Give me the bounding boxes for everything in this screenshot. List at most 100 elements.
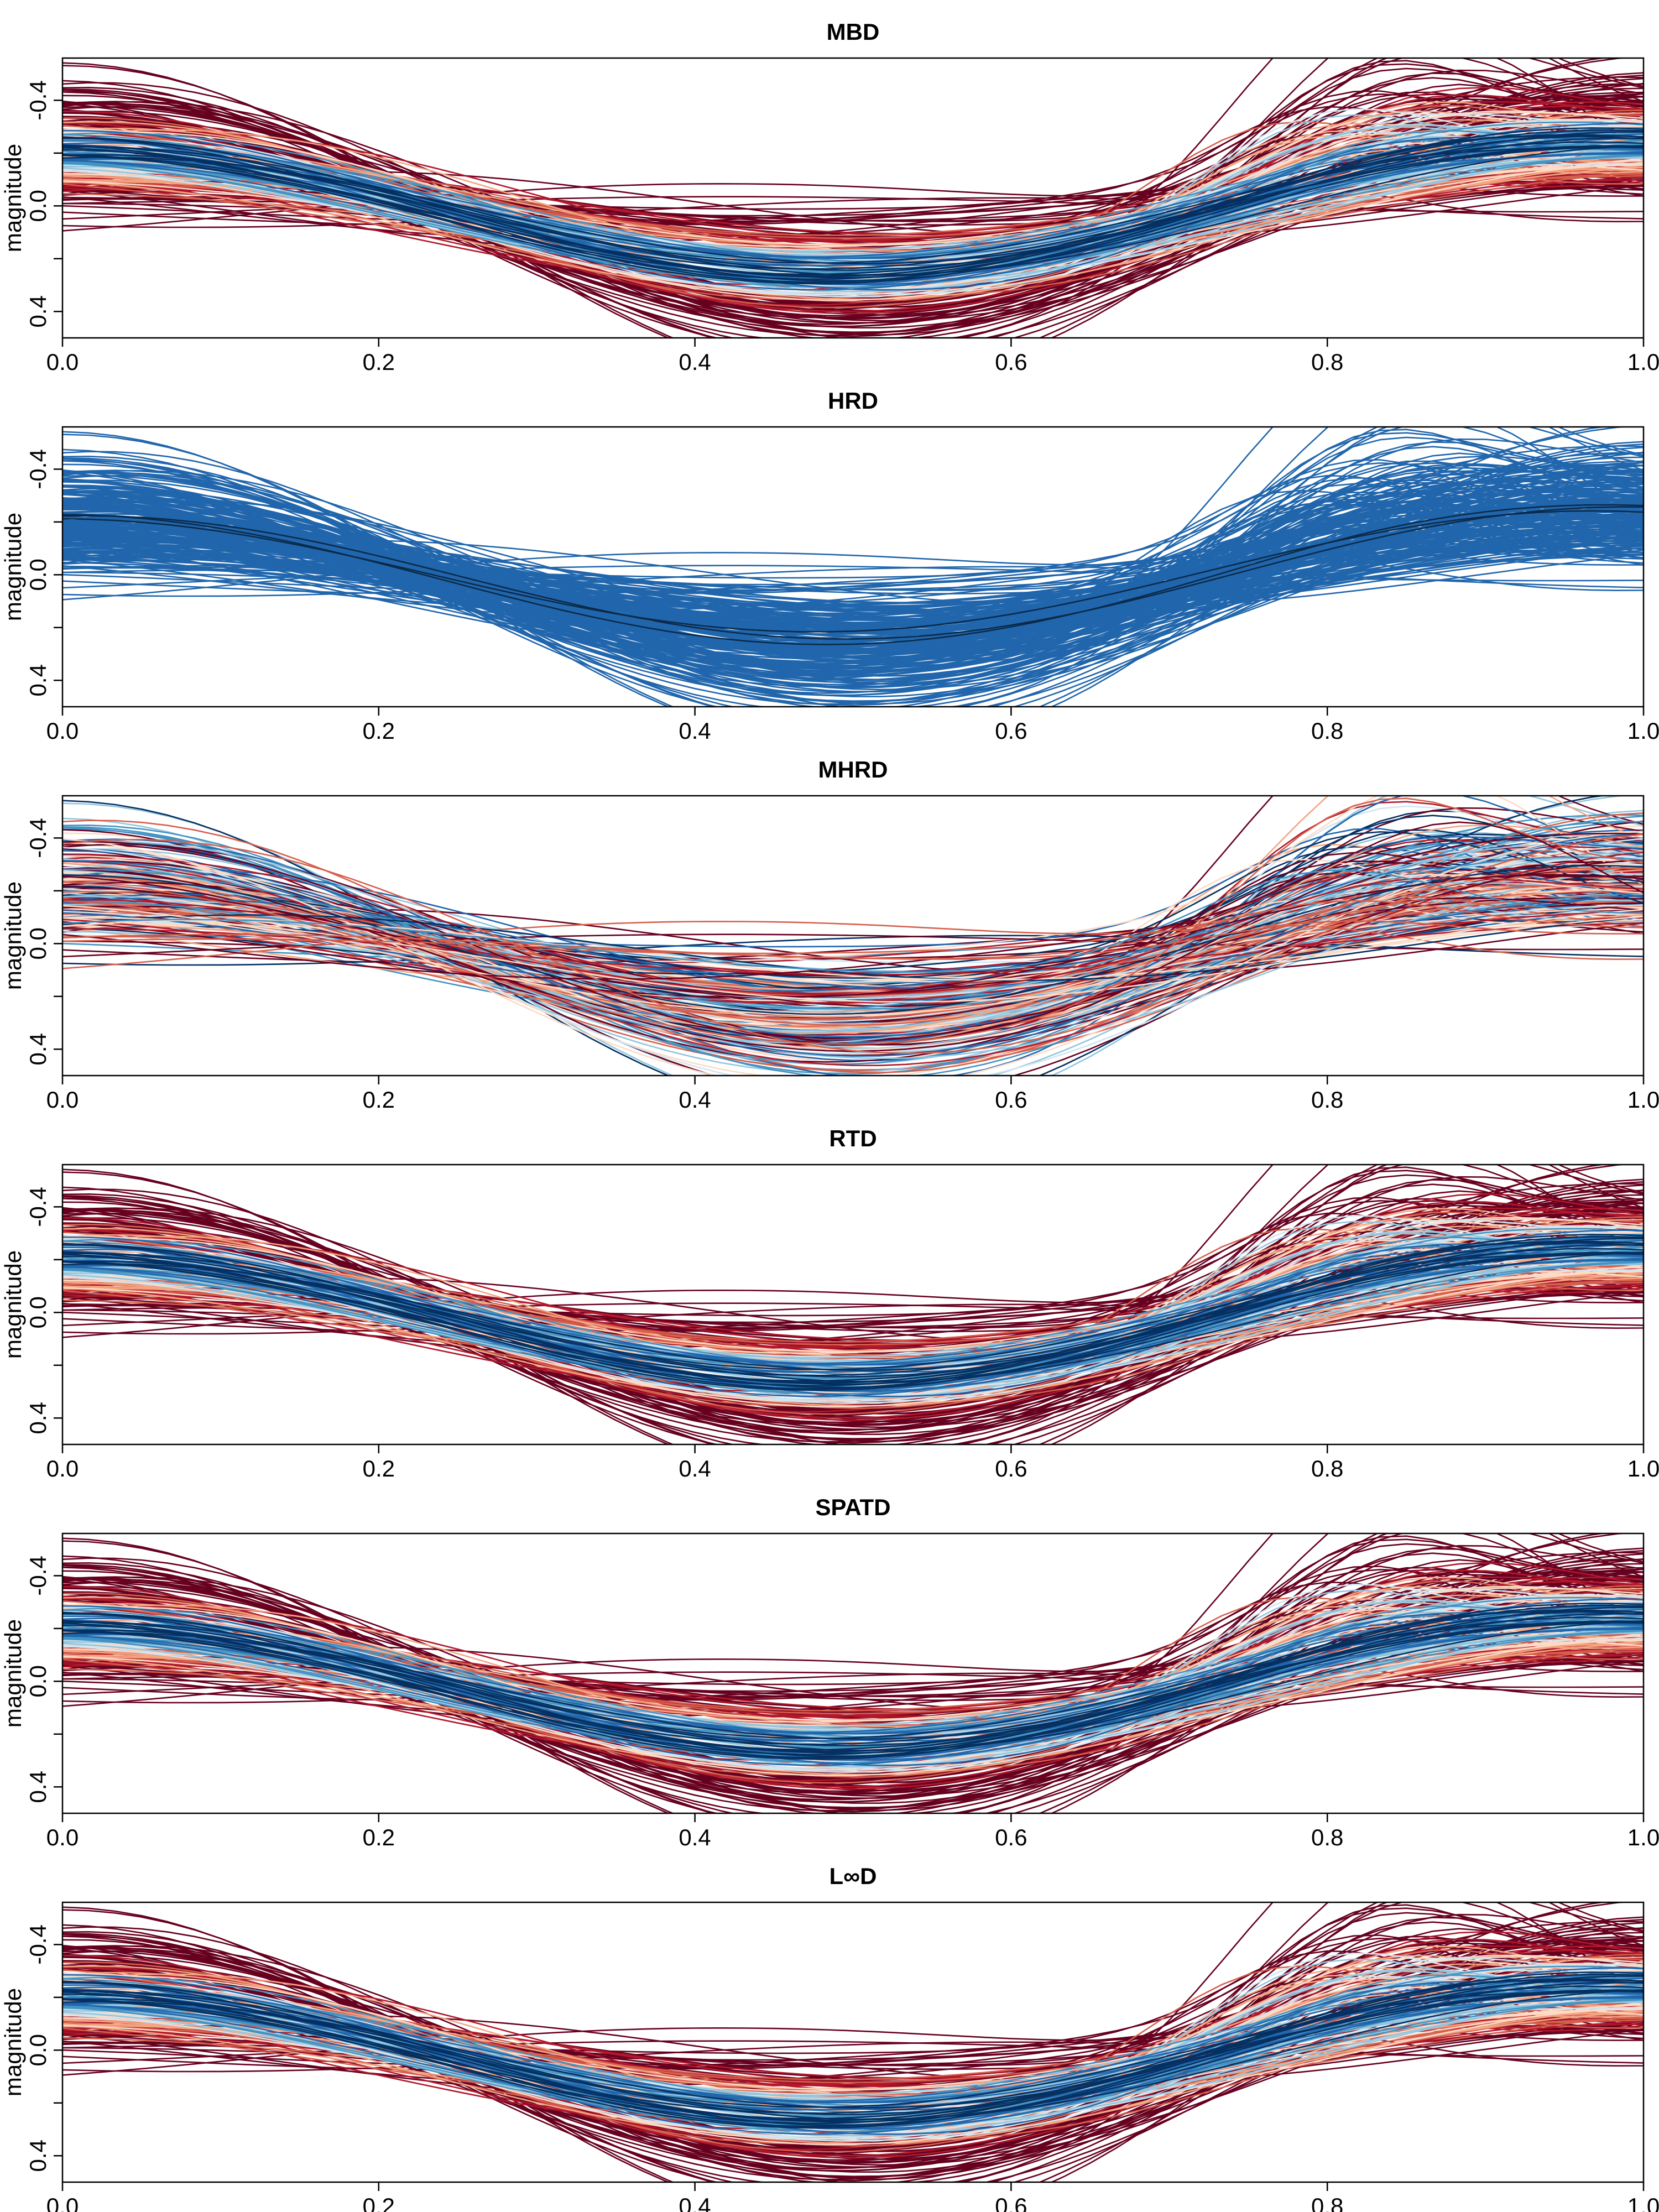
x-tick-label: 0.2 — [363, 1824, 395, 1850]
series-curve — [62, 1302, 1644, 1327]
series-curve — [62, 831, 1644, 979]
x-tick-label: 0.0 — [46, 1824, 79, 1850]
series-curve — [62, 2040, 1644, 2064]
x-tick-label: 0.4 — [679, 718, 711, 744]
series-curve — [62, 1991, 1644, 2102]
panel-title: RTD — [829, 1125, 877, 1151]
x-tick-label: 0.2 — [363, 2193, 395, 2212]
y-tick-label: -0.4 — [25, 1556, 51, 1595]
x-tick-label: 0.6 — [995, 1824, 1027, 1850]
series-curve — [62, 904, 1644, 1000]
y-axis-label: magnitude — [0, 881, 26, 990]
x-tick-label: 0.0 — [46, 349, 79, 375]
plot-frame — [61, 1164, 1645, 1446]
series-curve — [62, 1237, 1644, 1385]
x-tick-label: 1.0 — [1627, 2193, 1659, 2212]
x-tick-label: 0.6 — [995, 718, 1027, 744]
series-curve — [62, 1622, 1644, 1733]
series-curve — [62, 829, 1644, 975]
series-curve — [62, 920, 1644, 960]
series-curve — [62, 833, 1644, 1055]
series-curve — [62, 846, 1644, 1051]
series-curve — [62, 856, 1644, 1009]
panel-title: L∞D — [830, 1863, 877, 1889]
y-tick-label: -0.4 — [25, 818, 51, 858]
series-curve — [62, 504, 1644, 649]
y-tick-label: 0.0 — [25, 190, 51, 222]
series-curve — [62, 869, 1644, 973]
x-tick-label: 1.0 — [1627, 1087, 1659, 1113]
series-curve — [62, 499, 1644, 647]
series-curve — [62, 867, 1644, 992]
series-curve — [62, 136, 1644, 286]
y-tick-label: 0.0 — [25, 1296, 51, 1328]
x-tick-label: 0.8 — [1311, 1455, 1343, 1481]
x-tick-label: 0.2 — [363, 1455, 395, 1481]
series-curve — [62, 1611, 1644, 1761]
y-tick-label: -0.4 — [25, 449, 51, 489]
series-curve — [62, 1243, 1644, 1392]
curves — [62, 796, 1644, 1076]
series-curve — [62, 909, 1644, 1003]
series-curve — [62, 1605, 1644, 1754]
x-tick-label: 0.0 — [46, 718, 79, 744]
series-curve — [62, 1244, 1644, 1378]
series-curve — [62, 1974, 1644, 2122]
plot-frame — [61, 1901, 1645, 2183]
x-tick-label: 0.8 — [1311, 1087, 1343, 1113]
series-curve — [62, 84, 1644, 242]
series-curve — [62, 1253, 1644, 1376]
series-curve — [62, 1979, 1644, 2124]
y-axis-label: magnitude — [0, 144, 26, 252]
series-curve — [62, 137, 1644, 271]
panel-title: MHRD — [818, 757, 888, 782]
series-curve — [62, 865, 1644, 1015]
x-tick-label: 0.8 — [1311, 2193, 1343, 2212]
y-tick-label: -0.4 — [25, 1187, 51, 1227]
plot-frame — [61, 57, 1645, 339]
y-axis-label: magnitude — [0, 1619, 26, 1728]
series-curve — [62, 1610, 1644, 1752]
x-tick-label: 0.0 — [46, 1087, 79, 1113]
y-tick-label: 0.4 — [25, 664, 51, 696]
series-curve — [62, 821, 1644, 980]
series-curve — [62, 147, 1644, 258]
x-tick-label: 1.0 — [1627, 718, 1659, 744]
y-tick-label: -0.4 — [25, 80, 51, 120]
y-axis-label: magnitude — [0, 513, 26, 621]
plot-frame — [61, 426, 1645, 708]
x-tick-label: 0.8 — [1311, 718, 1343, 744]
series-curve — [62, 1990, 1644, 2114]
series-curve — [62, 797, 1644, 1045]
x-tick-label: 0.8 — [1311, 349, 1343, 375]
y-tick-label: 0.4 — [25, 2140, 51, 2172]
series-curve — [62, 135, 1644, 280]
x-tick-label: 0.6 — [995, 349, 1027, 375]
series-curve — [62, 515, 1644, 639]
series-curve — [62, 815, 1644, 1076]
y-tick-label: 0.0 — [25, 559, 51, 591]
series-curve — [62, 1253, 1644, 1364]
x-tick-label: 0.4 — [679, 1824, 711, 1850]
series-curve — [62, 833, 1644, 1050]
x-tick-label: 0.2 — [363, 1087, 395, 1113]
curves — [62, 58, 1644, 338]
curves — [62, 1165, 1644, 1444]
y-tick-label: 0.4 — [25, 295, 51, 327]
curves — [62, 427, 1644, 707]
series-curve — [62, 146, 1644, 270]
x-tick-label: 0.6 — [995, 1455, 1027, 1481]
series-curve — [62, 914, 1644, 982]
series-curve — [62, 895, 1644, 989]
series-curve — [62, 1928, 1644, 2086]
x-tick-label: 0.4 — [679, 2193, 711, 2212]
series-curve — [62, 1241, 1644, 1383]
curves — [62, 1533, 1644, 1813]
x-tick-label: 0.6 — [995, 1087, 1027, 1113]
series-curve — [62, 852, 1644, 1066]
y-axis-label: magnitude — [0, 1250, 26, 1359]
series-curve — [62, 921, 1644, 969]
series-curve — [62, 135, 1644, 276]
